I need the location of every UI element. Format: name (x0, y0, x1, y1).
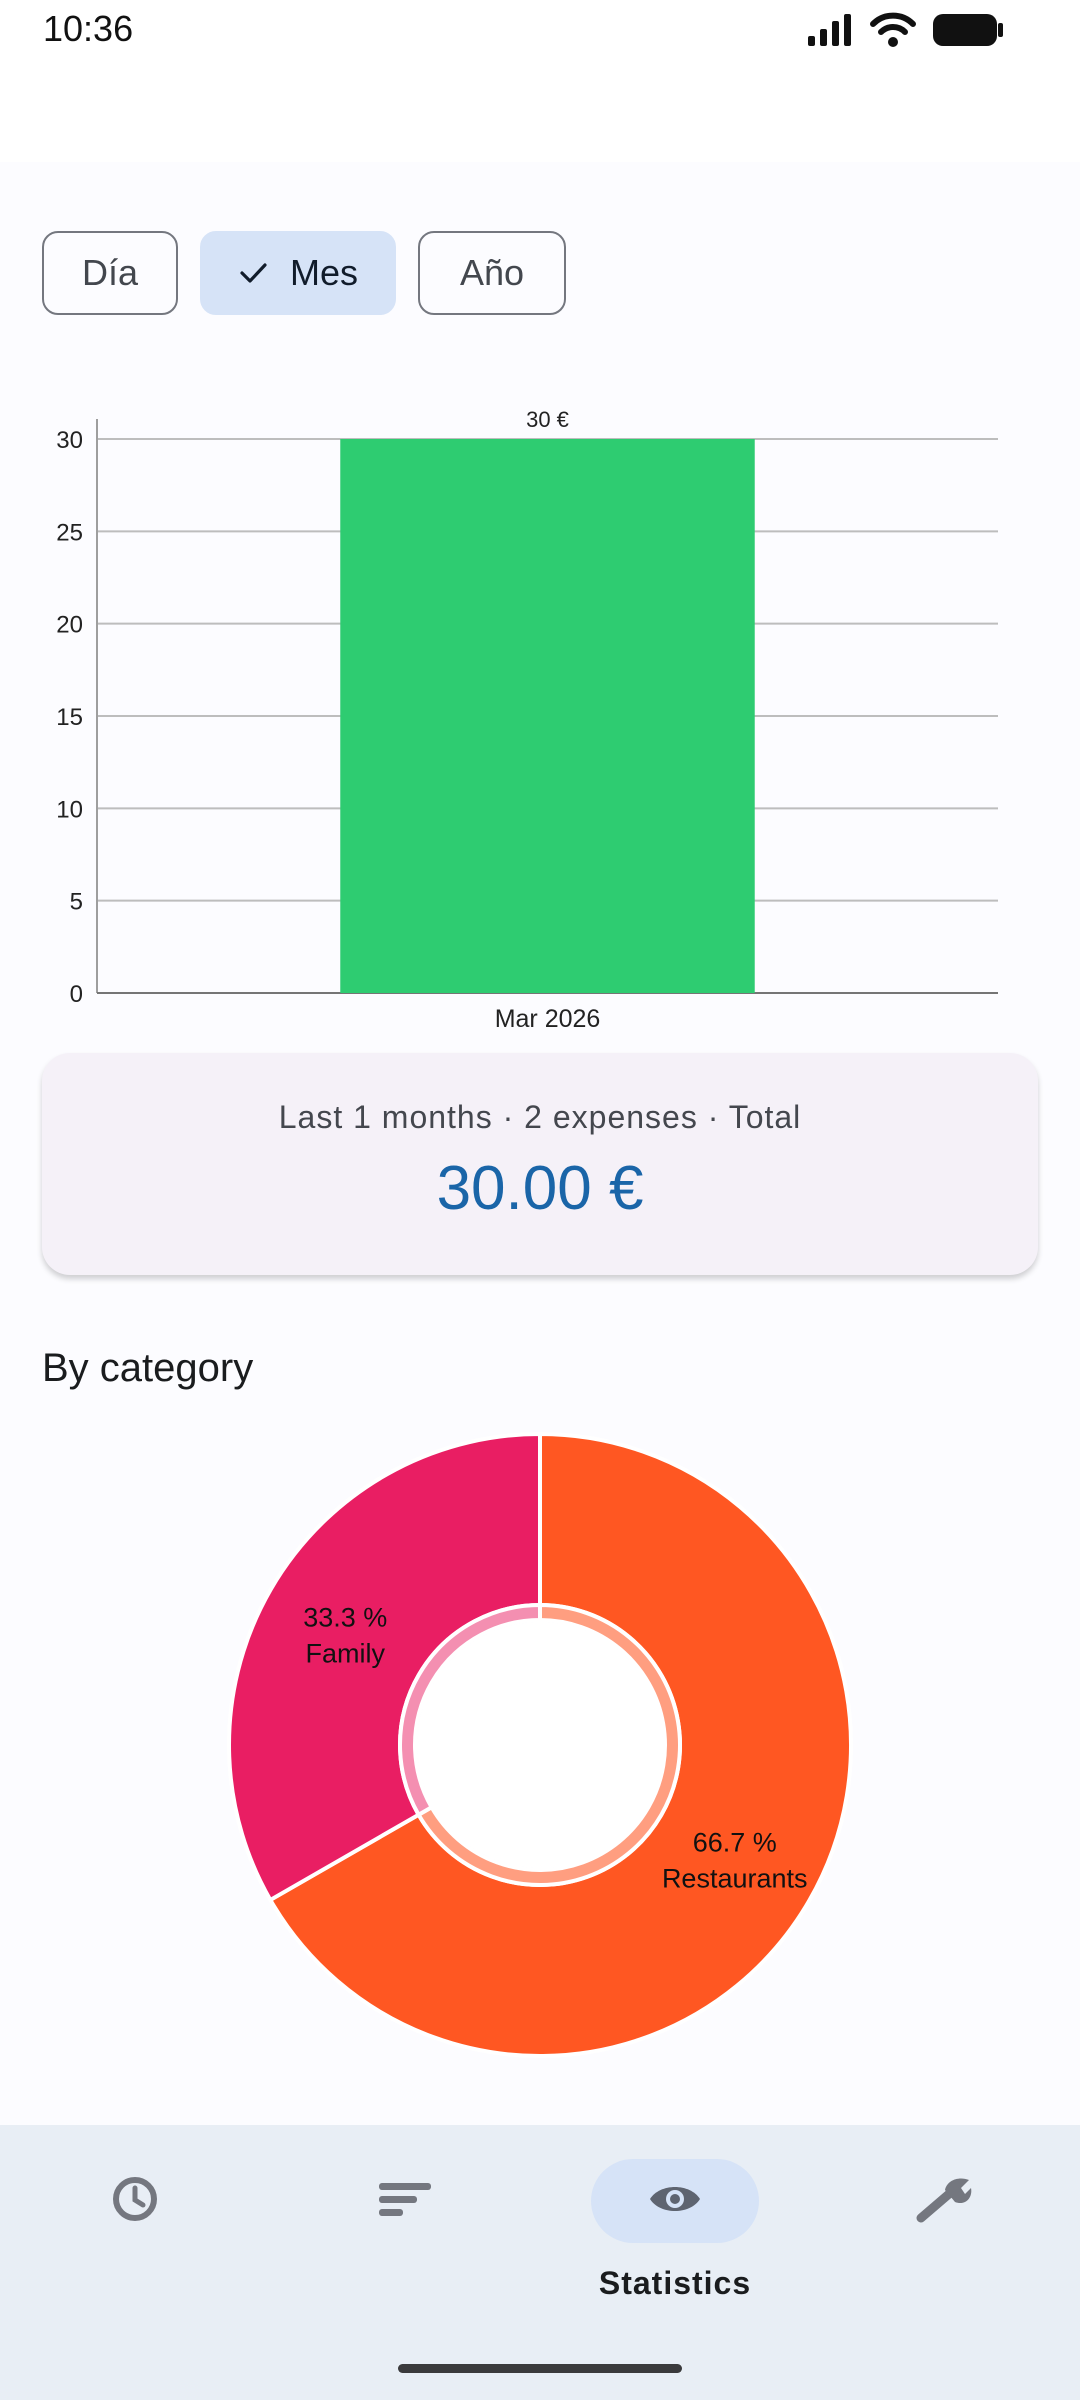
filter-chip-month[interactable]: Mes (200, 231, 396, 315)
bar (340, 439, 755, 993)
nav-pill-active (591, 2159, 759, 2243)
eye-icon (648, 2181, 702, 2222)
category-donut-chart: 66.7 % Restaurants 33.3 % Family (0, 1420, 1080, 2080)
slice-category-label: Family (306, 1638, 386, 1668)
slice-percent-label: 33.3 % (303, 1602, 387, 1632)
nav-item-list[interactable] (270, 2125, 540, 2345)
y-tick-label: 5 (70, 889, 83, 916)
slice-percent-label: 66.7 % (693, 1828, 777, 1858)
filter-chip-year[interactable]: Año (418, 231, 566, 315)
bottom-navigation: Statistics (0, 2125, 1080, 2400)
donut-chart-svg: 66.7 % Restaurants 33.3 % Family (227, 1431, 853, 2058)
filter-chip-label: Día (81, 252, 139, 293)
battery-icon (932, 12, 1004, 53)
clock-icon (110, 2174, 160, 2229)
wrench-icon (915, 2174, 975, 2229)
status-icons (806, 12, 1004, 53)
x-tick-label: Mar 2026 (495, 1005, 601, 1033)
bar-chart-svg: 0 5 10 15 20 25 30 30 € Mar 2026 (56, 407, 998, 1033)
filter-chip-day[interactable]: Día (42, 231, 178, 315)
status-bar: 10:36 (0, 0, 1080, 62)
y-tick-label: 30 (56, 427, 83, 454)
y-tick-label: 25 (56, 519, 83, 546)
monthly-bar-chart: 0 5 10 15 20 25 30 30 € Mar 2026 (0, 390, 1080, 1040)
nav-item-history[interactable] (0, 2125, 270, 2345)
nav-item-statistics[interactable]: Statistics (540, 2125, 810, 2345)
check-icon (238, 258, 268, 288)
nav-pill (321, 2159, 489, 2243)
signal-icon (806, 12, 854, 53)
donut-hole (417, 1622, 663, 1868)
summary-card: Last 1 months · 2 expenses · Total 30.00… (42, 1053, 1038, 1275)
summary-subtitle: Last 1 months · 2 expenses · Total (278, 1099, 802, 1135)
nav-pill (51, 2159, 219, 2243)
category-section-title: By category (42, 1346, 254, 1390)
filter-chip-label: Año (459, 252, 525, 293)
nav-item-settings[interactable] (810, 2125, 1080, 2345)
y-tick-label: 0 (70, 981, 83, 1008)
summary-total: 30.00 € (436, 1154, 644, 1223)
nav-label-statistics: Statistics (598, 2265, 752, 2301)
donut-inner-ring (398, 1602, 542, 1818)
nav-pill (861, 2159, 1029, 2243)
sort-list-icon (377, 2179, 433, 2224)
slice-category-label: Restaurants (662, 1864, 808, 1894)
top-app-bar (0, 62, 1080, 162)
y-tick-label: 20 (56, 612, 83, 639)
bar-data-label: 30 € (526, 407, 569, 432)
wifi-icon (870, 12, 916, 53)
home-indicator (398, 2364, 682, 2373)
y-tick-label: 15 (56, 704, 83, 731)
status-time: 10:36 (43, 8, 134, 49)
filter-chip-label: Mes (289, 252, 358, 293)
y-tick-label: 10 (56, 796, 83, 823)
